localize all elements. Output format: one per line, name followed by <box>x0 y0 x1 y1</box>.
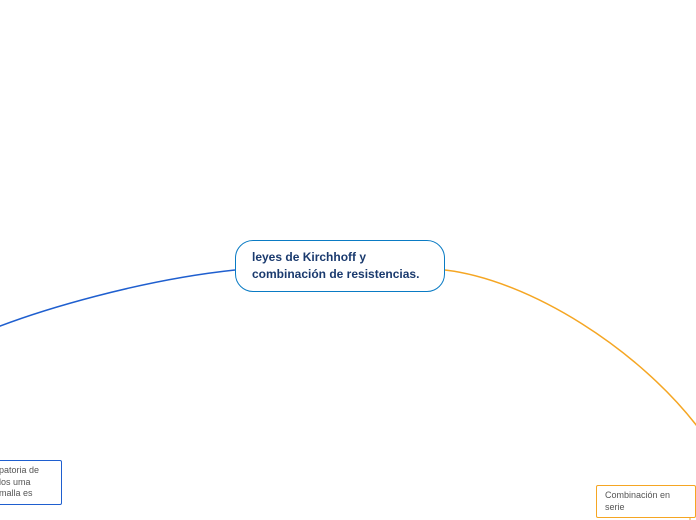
mindmap-canvas[interactable]: leyes de Kirchhoff y combinación de resi… <box>0 0 696 520</box>
center-label: leyes de Kirchhoff y combinación de resi… <box>252 250 419 281</box>
edge-right <box>445 270 696 430</box>
center-node[interactable]: leyes de Kirchhoff y combinación de resi… <box>235 240 445 292</box>
leaf-node-right[interactable]: Combinación en serie <box>596 485 696 518</box>
edge-left <box>0 270 235 330</box>
leaf-left-label: patoria de los uma malla es <box>0 465 39 498</box>
leaf-node-left[interactable]: patoria de los uma malla es <box>0 460 62 505</box>
leaf-right-label: Combinación en serie <box>605 490 670 512</box>
